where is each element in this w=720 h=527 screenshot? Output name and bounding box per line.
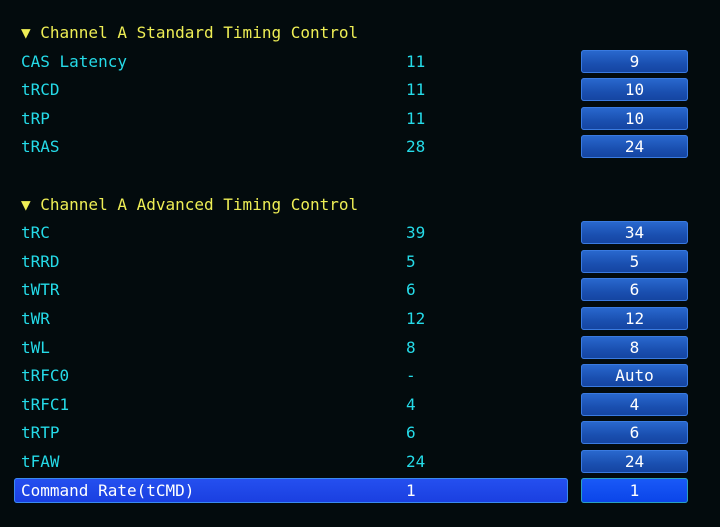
setting-row[interactable]: tRC 39 34 [0,219,720,247]
value-field[interactable]: 10 [581,106,688,130]
setting-label: tRP [21,108,50,128]
setting-label: tWTR [21,280,60,300]
setting-row[interactable]: tWR 12 12 [0,305,720,333]
value-field[interactable]: 24 [581,450,688,473]
setting-label: tRCD [21,80,60,100]
value-field[interactable]: 1 [581,477,688,503]
setting-label: tFAW [21,452,60,471]
current-value: 5 [406,251,416,271]
setting-row[interactable]: tFAW 24 24 [0,448,720,476]
value-field[interactable]: 9 [581,49,688,73]
setting-label: tRFC1 [21,394,70,414]
setting-row[interactable]: tRFC0 - Auto [0,362,720,390]
value-field[interactable]: Auto [581,364,688,388]
setting-label: tWR [21,309,50,328]
value-field[interactable]: 8 [581,335,688,359]
setting-row[interactable]: tWL 8 8 [0,334,720,362]
current-value: 28 [406,137,426,157]
current-value: 11 [406,80,426,100]
setting-label: tRTP [21,423,60,443]
setting-label: tRC [21,223,50,243]
value-field[interactable]: 6 [581,421,688,445]
setting-row[interactable]: tRCD 11 10 [0,76,720,104]
setting-row[interactable]: tRRD 5 5 [0,248,720,276]
value-field[interactable]: 10 [581,78,688,102]
value-field[interactable]: 24 [581,135,688,159]
current-value: 11 [406,108,426,128]
section-title: ▼ Channel A Advanced Timing Control [21,194,359,214]
current-value: 6 [406,280,416,300]
value-field[interactable]: 6 [581,278,688,302]
value-field[interactable]: 12 [581,307,688,330]
section-header[interactable]: ▼ Channel A Advanced Timing Control [0,191,720,219]
setting-row[interactable]: tRFC1 4 4 [0,391,720,419]
current-value: 12 [406,309,426,328]
selection-highlight [14,477,568,503]
current-value: 4 [406,394,416,414]
current-value: 6 [406,423,416,443]
current-value: 1 [406,480,416,500]
setting-row[interactable]: tRP 11 10 [0,105,720,133]
setting-label: tWL [21,337,50,357]
section-header[interactable]: ▼ Channel A Standard Timing Control [0,19,720,47]
value-field[interactable]: 5 [581,249,688,273]
value-field[interactable]: 34 [581,221,688,245]
setting-label: tRAS [21,137,60,157]
setting-row[interactable]: tWTR 6 6 [0,276,720,304]
setting-label: tRRD [21,251,60,271]
current-value: 11 [406,51,426,71]
current-value: 24 [406,452,426,471]
current-value: - [406,366,416,386]
setting-row[interactable]: Command Rate(tCMD) 1 1 [0,477,720,505]
setting-label: CAS Latency [21,51,127,71]
setting-row[interactable]: CAS Latency 11 9 [0,48,720,76]
setting-label: tRFC0 [21,366,70,386]
setting-row[interactable]: tRTP 6 6 [0,419,720,447]
current-value: 8 [406,337,416,357]
setting-row[interactable]: tRAS 28 24 [0,133,720,161]
current-value: 39 [406,223,426,243]
section-title: ▼ Channel A Standard Timing Control [21,23,359,42]
value-field[interactable]: 4 [581,392,688,416]
setting-label: Command Rate(tCMD) [21,480,195,500]
